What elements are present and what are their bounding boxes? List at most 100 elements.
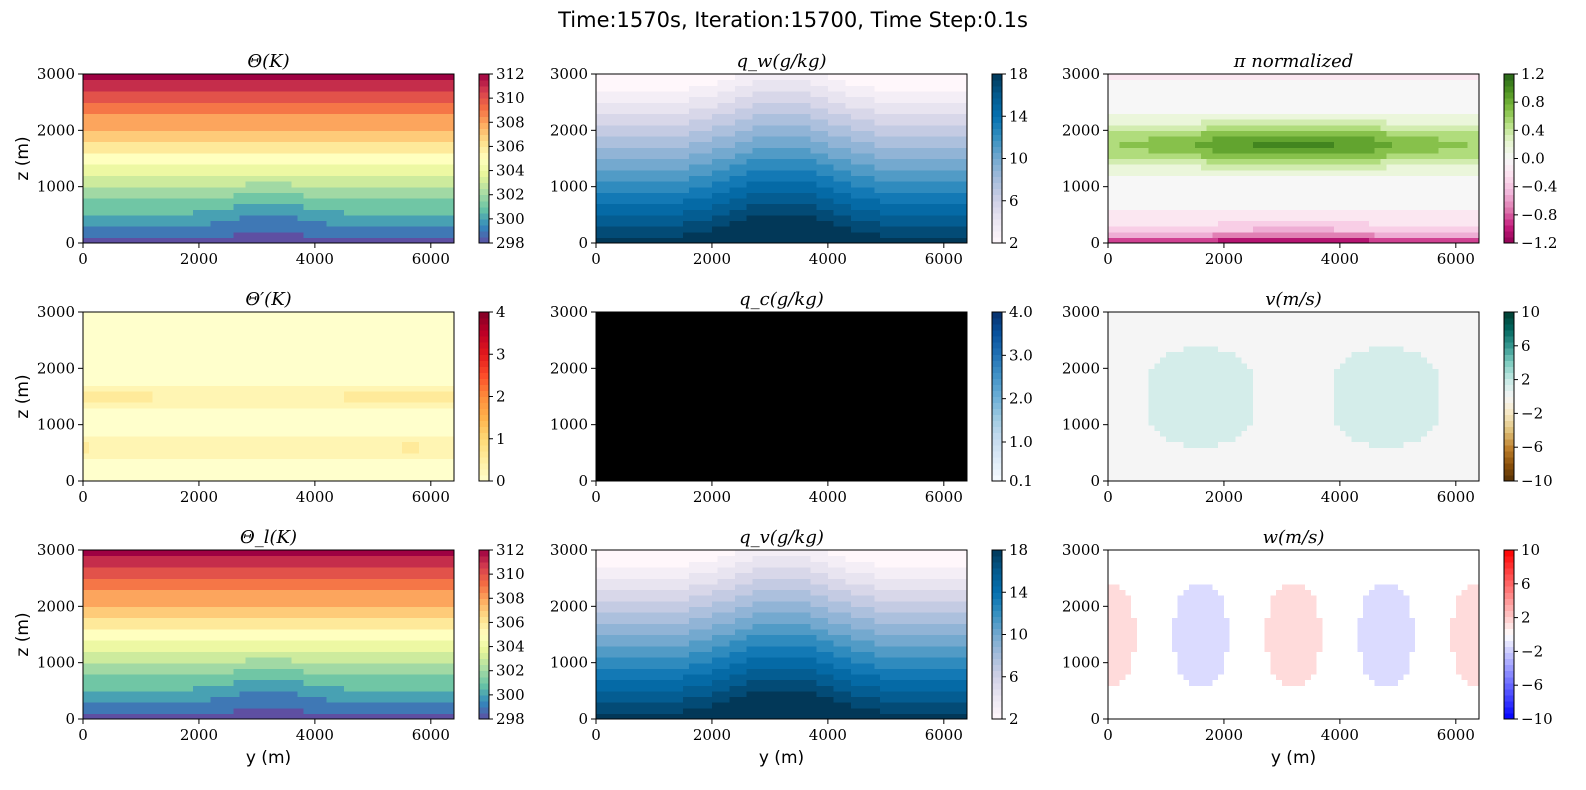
heatmap-cell	[239, 79, 246, 86]
heatmap-cell	[396, 169, 403, 176]
heatmap-cell	[291, 203, 299, 210]
heatmap-cell	[245, 203, 252, 210]
heatmap-cell	[355, 152, 362, 160]
heatmap-cell	[653, 152, 661, 160]
heatmap-cell	[1403, 226, 1411, 233]
heatmap-cell	[88, 164, 96, 171]
heatmap-cell	[204, 214, 212, 222]
heatmap-cell	[798, 175, 806, 182]
heatmap-cell	[448, 135, 455, 143]
heatmap-cell	[1426, 169, 1434, 176]
heatmap-cell	[1357, 192, 1364, 199]
heatmap-cell	[355, 186, 362, 193]
heatmap-cell	[1467, 214, 1474, 222]
heatmap-cell	[787, 79, 794, 86]
heatmap-cell	[613, 197, 620, 205]
heatmap-cell	[804, 130, 812, 137]
heatmap-cell	[885, 85, 893, 92]
heatmap-cell	[856, 203, 864, 210]
heatmap-cell	[1183, 192, 1190, 199]
heatmap-cell	[158, 220, 165, 227]
heatmap-cell	[816, 152, 823, 160]
heatmap-cell	[671, 209, 678, 216]
heatmap-cell	[769, 203, 777, 210]
heatmap-cell	[891, 226, 899, 233]
heatmap-cell	[401, 226, 409, 233]
heatmap-cell	[320, 169, 328, 176]
heatmap-cell	[1287, 164, 1295, 171]
heatmap-cell	[1351, 192, 1358, 199]
heatmap-cell	[885, 220, 893, 227]
heatmap-cell	[222, 119, 229, 126]
heatmap-cell	[256, 220, 264, 227]
heatmap-cell	[378, 214, 386, 222]
heatmap-cell	[291, 102, 299, 109]
heatmap-cell	[436, 214, 444, 222]
heatmap-cell	[1293, 164, 1300, 171]
heatmap-cell	[793, 186, 800, 193]
heatmap-cell	[407, 124, 415, 131]
heatmap-cell	[903, 141, 910, 148]
heatmap-cell	[169, 74, 177, 81]
heatmap-cell	[961, 186, 968, 193]
heatmap-cell	[677, 79, 684, 86]
heatmap-cell	[401, 119, 409, 126]
heatmap-cell	[338, 102, 345, 109]
heatmap-cell	[106, 226, 113, 233]
heatmap-cell	[204, 135, 212, 143]
heatmap-cell	[343, 130, 351, 137]
heatmap-cell	[1235, 209, 1242, 216]
heatmap-cell	[827, 107, 835, 115]
heatmap-cell	[343, 192, 351, 199]
heatmap-cell	[735, 85, 742, 92]
heatmap-cell	[793, 226, 800, 233]
heatmap-cell	[425, 175, 432, 182]
heatmap-cell	[1310, 152, 1318, 160]
heatmap-cell	[135, 119, 142, 126]
heatmap-cell	[624, 135, 632, 143]
heatmap-cell	[746, 107, 754, 115]
heatmap-cell	[291, 113, 299, 120]
heatmap-cell	[436, 209, 444, 216]
heatmap-cell	[314, 119, 322, 126]
heatmap-cell	[1473, 152, 1480, 160]
heatmap-cell	[926, 164, 933, 171]
heatmap-cell	[1142, 220, 1150, 227]
heatmap-cell	[827, 203, 835, 210]
heatmap-cell	[862, 181, 870, 188]
heatmap-cell	[140, 130, 148, 137]
heatmap-cell	[152, 226, 159, 233]
heatmap-cell	[384, 74, 391, 81]
heatmap-cell	[653, 231, 661, 238]
heatmap-cell	[239, 152, 246, 160]
heatmap-cell	[723, 90, 730, 98]
heatmap-cell	[694, 214, 701, 222]
heatmap-cell	[1305, 192, 1312, 199]
heatmap-cell	[781, 209, 788, 216]
heatmap-cell	[613, 141, 620, 148]
heatmap-cell	[706, 237, 713, 244]
heatmap-cell	[642, 85, 649, 92]
heatmap-cell	[94, 107, 101, 115]
heatmap-cell	[1455, 237, 1463, 244]
heatmap-cell	[251, 192, 258, 199]
heatmap-cell	[740, 226, 748, 233]
heatmap-cell	[758, 74, 765, 81]
heatmap-cell	[1241, 169, 1248, 176]
heatmap-cell	[332, 102, 339, 109]
heatmap-cell	[239, 147, 246, 154]
heatmap-cell	[419, 237, 426, 244]
heatmap-cell	[204, 209, 212, 216]
heatmap-cell	[798, 158, 806, 165]
heatmap-cell	[187, 113, 194, 120]
heatmap-cell	[1432, 175, 1440, 182]
heatmap-cell	[1125, 158, 1132, 165]
heatmap-cell	[1136, 186, 1144, 193]
heatmap-cell	[816, 209, 823, 216]
heatmap-cell	[1386, 158, 1393, 165]
heatmap-cell	[425, 158, 432, 165]
heatmap-cell	[1235, 226, 1242, 233]
heatmap-cell	[804, 85, 812, 92]
heatmap-cell	[717, 214, 725, 222]
heatmap-cell	[880, 164, 887, 171]
